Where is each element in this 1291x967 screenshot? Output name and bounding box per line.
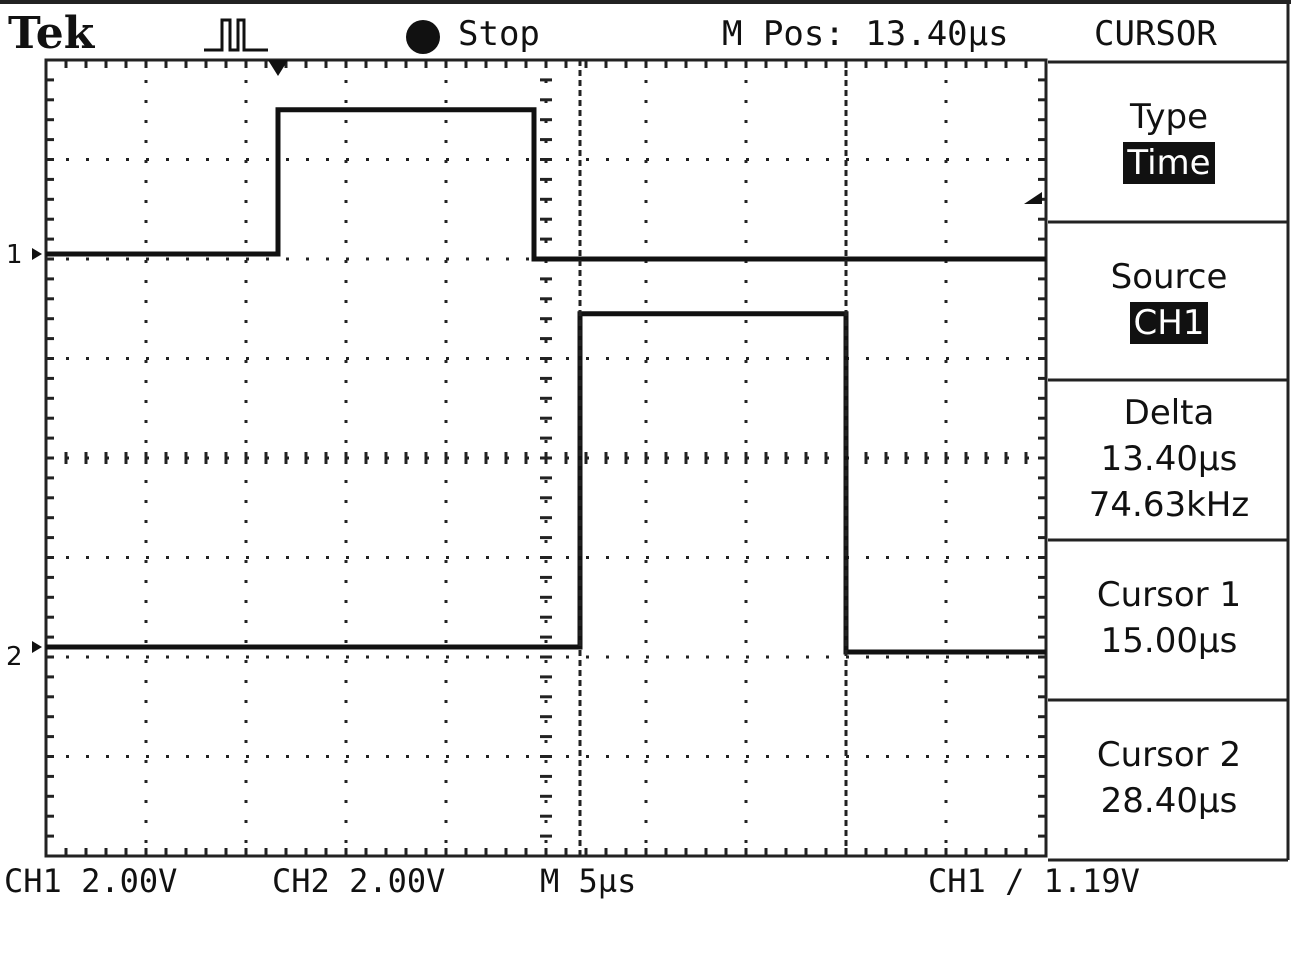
ch1-scale-readout: CH1 2.00V [4, 862, 178, 900]
trigger-position-icon [268, 60, 288, 76]
menu-cursor1[interactable]: Cursor 1 15.00µs [1050, 572, 1288, 664]
brand-logo: Tek [8, 8, 95, 59]
menu-delta-frequency: 74.63kHz [1088, 485, 1250, 525]
menu-type-value[interactable]: Time [1123, 142, 1215, 184]
horizontal-position-readout: M Pos: 13.40µs [722, 14, 1009, 54]
run-state-indicator-icon [406, 20, 440, 54]
run-state-label: Stop [458, 14, 540, 54]
menu-title[interactable]: CURSOR [1094, 14, 1217, 54]
menu-delta-time: 13.40µs [1100, 439, 1238, 479]
trace-ch1 [46, 107, 1046, 262]
ch2-scale-readout: CH2 2.00V [272, 862, 446, 900]
menu-source-label: Source [1110, 257, 1228, 297]
menu-cursor2-label: Cursor 2 [1096, 735, 1242, 775]
menu-cursor2-value: 28.40µs [1100, 781, 1238, 821]
menu-cursor1-label: Cursor 1 [1096, 575, 1242, 615]
menu-type[interactable]: Type Time [1050, 94, 1288, 186]
menu-delta-label: Delta [1123, 393, 1215, 433]
trigger-level-icon [1024, 192, 1042, 204]
menu-source-value[interactable]: CH1 [1129, 302, 1209, 344]
ch1-ground-arrow-icon [32, 248, 42, 261]
trigger-pulse-icon [204, 18, 268, 52]
menu-source[interactable]: Source CH1 [1050, 254, 1288, 346]
trace-ch2 [46, 311, 1046, 655]
menu-cursor2[interactable]: Cursor 2 28.40µs [1050, 732, 1288, 824]
timebase-readout: M 5µs [540, 862, 637, 900]
ch2-ground-marker: 2 [6, 642, 23, 672]
ch1-ground-marker: 1 [6, 240, 23, 270]
menu-type-label: Type [1129, 97, 1209, 137]
trigger-readout: CH1 ∕ 1.19V [928, 862, 1140, 900]
menu-cursor1-value: 15.00µs [1100, 621, 1238, 661]
menu-delta: Delta 13.40µs 74.63kHz [1050, 390, 1288, 528]
ch2-ground-arrow-icon [32, 641, 42, 654]
